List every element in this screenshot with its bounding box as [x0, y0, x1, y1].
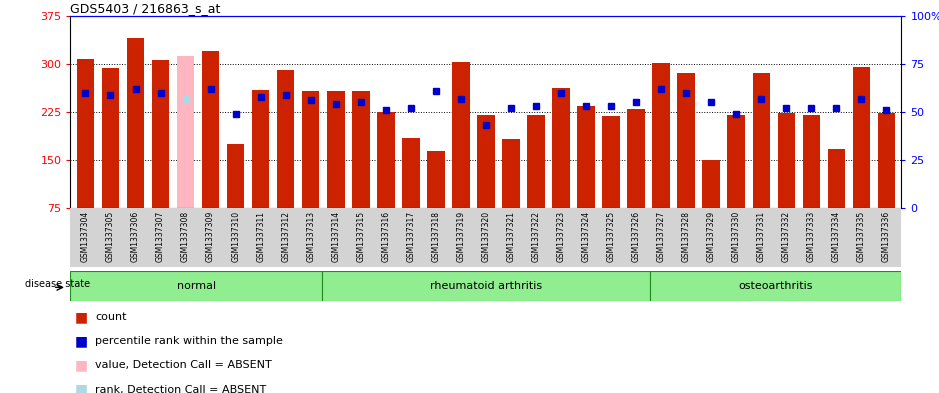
- Text: GSM1337312: GSM1337312: [281, 211, 290, 262]
- Bar: [803, 115, 820, 208]
- Bar: [152, 60, 169, 208]
- Text: GSM1337308: GSM1337308: [181, 211, 190, 263]
- Bar: [677, 73, 695, 208]
- Bar: [728, 115, 745, 208]
- Text: ■: ■: [74, 382, 87, 393]
- Text: GSM1337325: GSM1337325: [607, 211, 616, 263]
- Text: GSM1337319: GSM1337319: [456, 211, 466, 263]
- Text: GSM1337313: GSM1337313: [306, 211, 316, 263]
- Text: GSM1337329: GSM1337329: [707, 211, 716, 263]
- Text: percentile rank within the sample: percentile rank within the sample: [96, 336, 284, 346]
- Text: count: count: [96, 312, 127, 322]
- Text: GSM1337304: GSM1337304: [81, 211, 90, 263]
- Text: GSM1337306: GSM1337306: [131, 211, 140, 263]
- Text: rank, Detection Call = ABSENT: rank, Detection Call = ABSENT: [96, 384, 267, 393]
- Text: GSM1337311: GSM1337311: [256, 211, 265, 262]
- Text: GSM1337334: GSM1337334: [832, 211, 840, 263]
- Bar: [202, 51, 220, 208]
- Text: GSM1337322: GSM1337322: [531, 211, 541, 262]
- Text: value, Detection Call = ABSENT: value, Detection Call = ABSENT: [96, 360, 272, 370]
- Bar: [252, 90, 269, 208]
- Text: GSM1337324: GSM1337324: [581, 211, 591, 263]
- Bar: [653, 62, 670, 208]
- Text: GDS5403 / 216863_s_at: GDS5403 / 216863_s_at: [70, 2, 221, 15]
- Bar: [552, 88, 570, 208]
- Text: GSM1337309: GSM1337309: [206, 211, 215, 263]
- Bar: [302, 91, 319, 208]
- Bar: [322, 271, 650, 301]
- Bar: [127, 38, 145, 208]
- Bar: [327, 91, 345, 208]
- Bar: [577, 106, 594, 208]
- Text: GSM1337307: GSM1337307: [156, 211, 165, 263]
- Bar: [853, 67, 870, 208]
- Bar: [453, 62, 470, 208]
- Text: GSM1337320: GSM1337320: [482, 211, 490, 263]
- Text: osteoarthritis: osteoarthritis: [738, 281, 813, 291]
- Bar: [777, 113, 795, 208]
- Bar: [402, 138, 420, 208]
- Text: GSM1337331: GSM1337331: [757, 211, 766, 263]
- Text: GSM1337326: GSM1337326: [632, 211, 640, 263]
- Bar: [502, 139, 519, 208]
- Bar: [878, 113, 895, 208]
- Text: GSM1337336: GSM1337336: [882, 211, 891, 263]
- Text: rheumatoid arthritis: rheumatoid arthritis: [430, 281, 542, 291]
- Text: ■: ■: [74, 334, 87, 348]
- Bar: [702, 160, 720, 208]
- Text: GSM1337314: GSM1337314: [331, 211, 340, 263]
- Text: GSM1337316: GSM1337316: [381, 211, 391, 263]
- Text: disease state: disease state: [24, 279, 90, 289]
- Text: GSM1337327: GSM1337327: [656, 211, 666, 263]
- Bar: [227, 144, 244, 208]
- Bar: [627, 109, 645, 208]
- Text: GSM1337318: GSM1337318: [431, 211, 440, 262]
- Text: normal: normal: [177, 281, 216, 291]
- Text: GSM1337315: GSM1337315: [356, 211, 365, 263]
- Text: GSM1337321: GSM1337321: [506, 211, 516, 262]
- Bar: [377, 112, 394, 208]
- Text: GSM1337305: GSM1337305: [106, 211, 115, 263]
- Text: GSM1337310: GSM1337310: [231, 211, 240, 263]
- Text: GSM1337323: GSM1337323: [557, 211, 565, 263]
- Bar: [177, 56, 194, 208]
- Bar: [70, 271, 322, 301]
- Bar: [101, 68, 119, 208]
- Bar: [277, 70, 295, 208]
- Bar: [352, 91, 370, 208]
- Bar: [527, 115, 545, 208]
- Text: GSM1337333: GSM1337333: [807, 211, 816, 263]
- Bar: [427, 151, 445, 208]
- Text: GSM1337328: GSM1337328: [682, 211, 691, 262]
- Bar: [650, 271, 901, 301]
- Bar: [602, 116, 620, 208]
- Bar: [752, 73, 770, 208]
- Text: ■: ■: [74, 358, 87, 372]
- Bar: [77, 59, 94, 208]
- Text: GSM1337317: GSM1337317: [407, 211, 415, 263]
- Bar: [477, 115, 495, 208]
- Text: ■: ■: [74, 310, 87, 324]
- Text: GSM1337330: GSM1337330: [731, 211, 741, 263]
- Text: GSM1337332: GSM1337332: [782, 211, 791, 263]
- Text: GSM1337335: GSM1337335: [857, 211, 866, 263]
- Bar: [827, 149, 845, 208]
